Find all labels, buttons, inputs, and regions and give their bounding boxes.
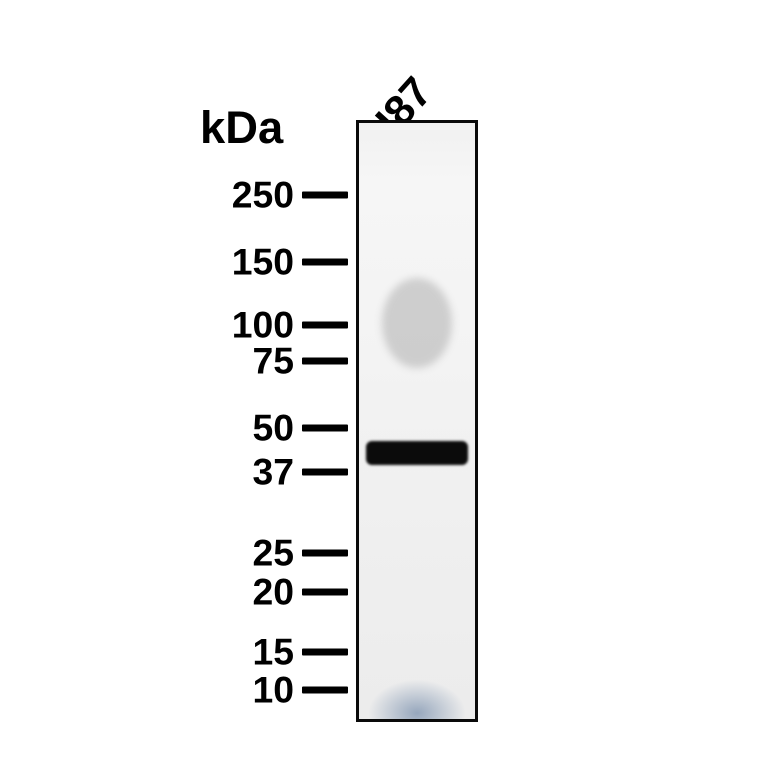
blot-figure: kDa U87 25015010075503725201510: [0, 0, 764, 764]
blot-lane: [356, 120, 478, 722]
ladder-tick-label: 10: [252, 669, 302, 712]
ladder-tick-line: [302, 589, 348, 596]
ladder-tick-line: [302, 649, 348, 656]
ladder-tick-line: [302, 322, 348, 329]
ladder-tick-label: 250: [232, 174, 302, 217]
ladder-tick-label: 25: [252, 532, 302, 575]
ladder-tick-line: [302, 192, 348, 199]
band: [366, 441, 468, 465]
blot-lane-inner: [359, 123, 475, 719]
ladder-tick-label: 75: [252, 340, 302, 383]
ladder-tick-line: [302, 550, 348, 557]
faint-smudge: [382, 278, 452, 368]
ladder-tick-line: [302, 358, 348, 365]
ladder-tick-label: 20: [252, 571, 302, 614]
ladder-tick-line: [302, 259, 348, 266]
ladder-tick-line: [302, 687, 348, 694]
ladder-tick-label: 150: [232, 241, 302, 284]
axis-title: kDa: [200, 102, 283, 154]
ladder-tick-label: 50: [252, 407, 302, 450]
ladder-tick-line: [302, 469, 348, 476]
ladder-tick-label: 37: [252, 451, 302, 494]
ladder-tick-label: 15: [252, 631, 302, 674]
blot-lane-background: [359, 123, 475, 719]
ladder-tick-line: [302, 425, 348, 432]
